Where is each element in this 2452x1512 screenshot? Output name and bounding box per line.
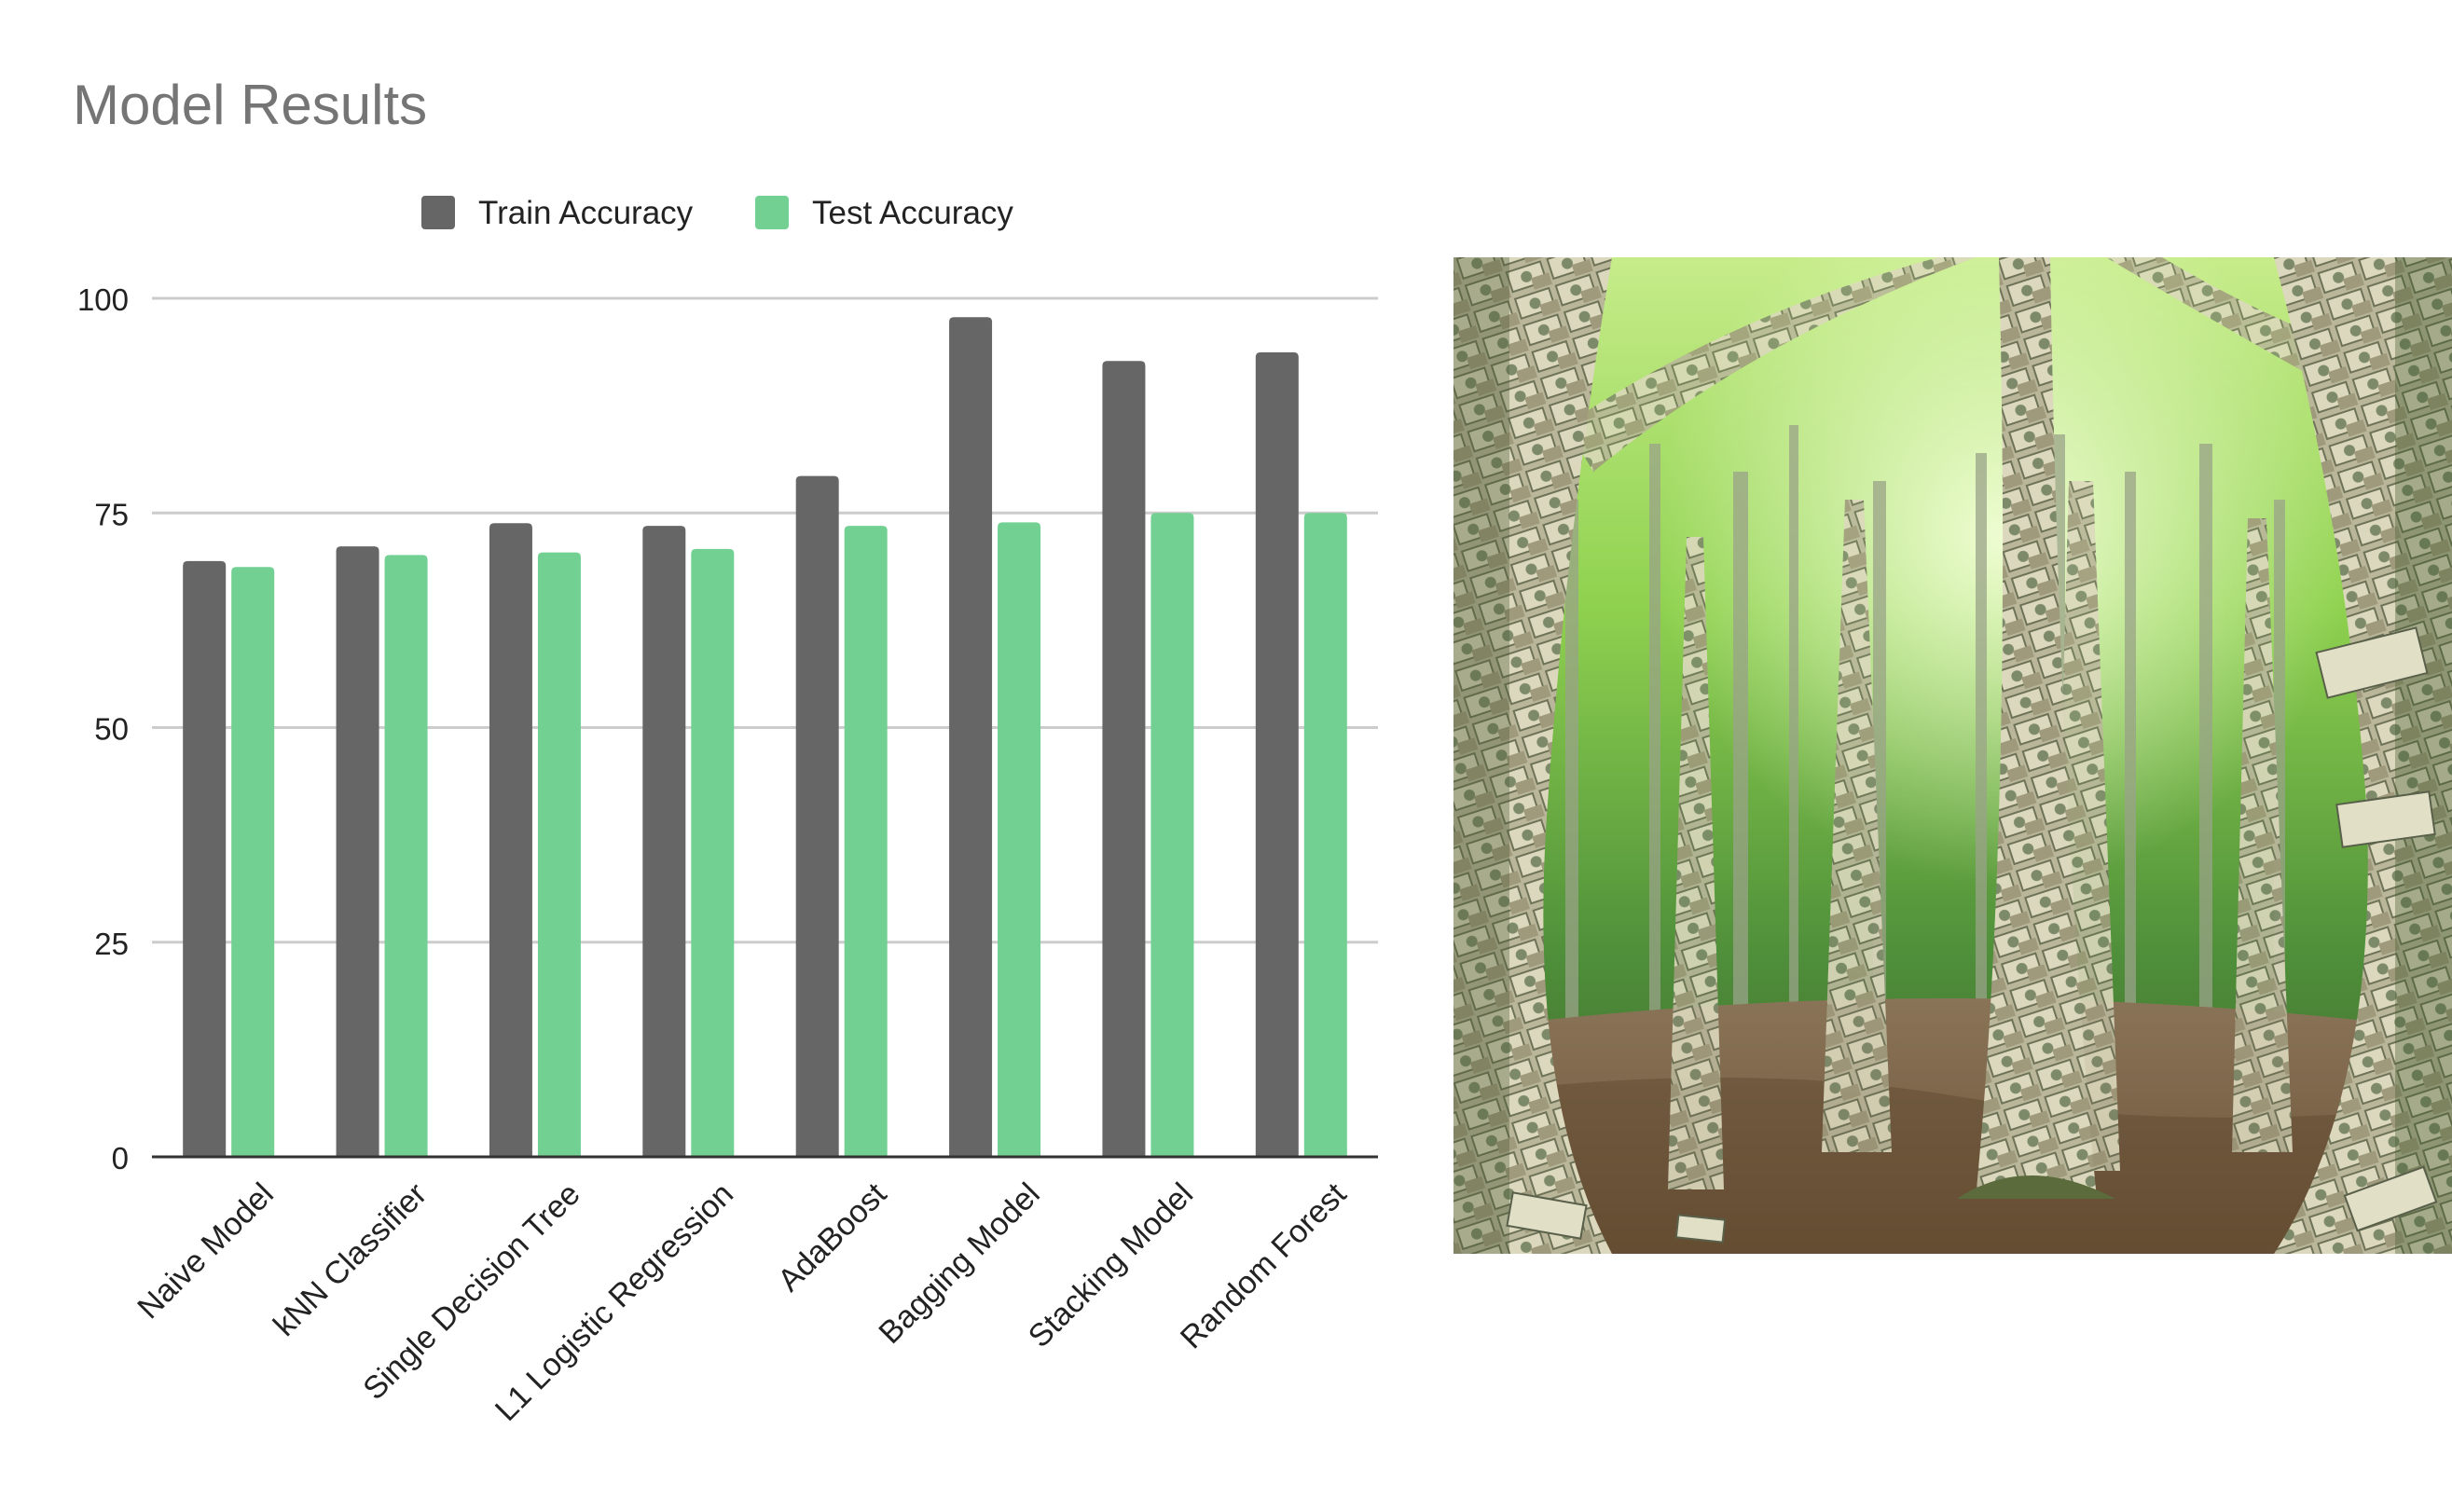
bar-train-1 — [336, 546, 379, 1157]
x-tick-label: Bagging Model — [872, 1176, 1046, 1351]
y-tick-label: 100 — [77, 282, 129, 317]
bar-test-5 — [998, 522, 1041, 1157]
gridlines — [152, 296, 1378, 944]
x-tick-label: Stacking Model — [1022, 1176, 1200, 1354]
bar-test-1 — [384, 555, 428, 1157]
bar-train-3 — [642, 526, 686, 1157]
legend: Train Accuracy Test Accuracy — [421, 195, 1013, 231]
bar-train-7 — [1255, 352, 1299, 1157]
bar-test-6 — [1150, 513, 1194, 1157]
bar-test-2 — [537, 552, 581, 1157]
legend-swatch-1 — [755, 196, 789, 229]
x-tick-label: Random Forest — [1174, 1175, 1354, 1355]
chart-title: Model Results — [73, 74, 428, 136]
legend-label-0: Train Accuracy — [478, 195, 694, 231]
y-tick-label: 25 — [94, 927, 129, 961]
y-tick-label: 0 — [112, 1141, 129, 1175]
bar-train-4 — [795, 475, 839, 1158]
money-forest-photo — [1453, 257, 2452, 1254]
bar-test-4 — [844, 526, 888, 1157]
bar-test-3 — [691, 548, 735, 1157]
bar-train-0 — [183, 560, 227, 1157]
bar-train-2 — [489, 523, 532, 1157]
x-tick-label: Naive Model — [131, 1176, 281, 1326]
x-tick-label: kNN Classifier — [267, 1176, 434, 1343]
y-tick-label: 75 — [94, 497, 129, 531]
bar-train-5 — [949, 317, 993, 1158]
legend-label-1: Test Accuracy — [812, 195, 1013, 231]
bar-test-0 — [231, 567, 275, 1157]
bar-test-7 — [1303, 513, 1347, 1157]
y-tick-label: 50 — [94, 712, 129, 747]
bar-train-6 — [1102, 361, 1146, 1157]
x-tick-label: AdaBoost — [771, 1175, 894, 1299]
legend-swatch-0 — [421, 196, 455, 229]
bars — [183, 317, 1347, 1158]
